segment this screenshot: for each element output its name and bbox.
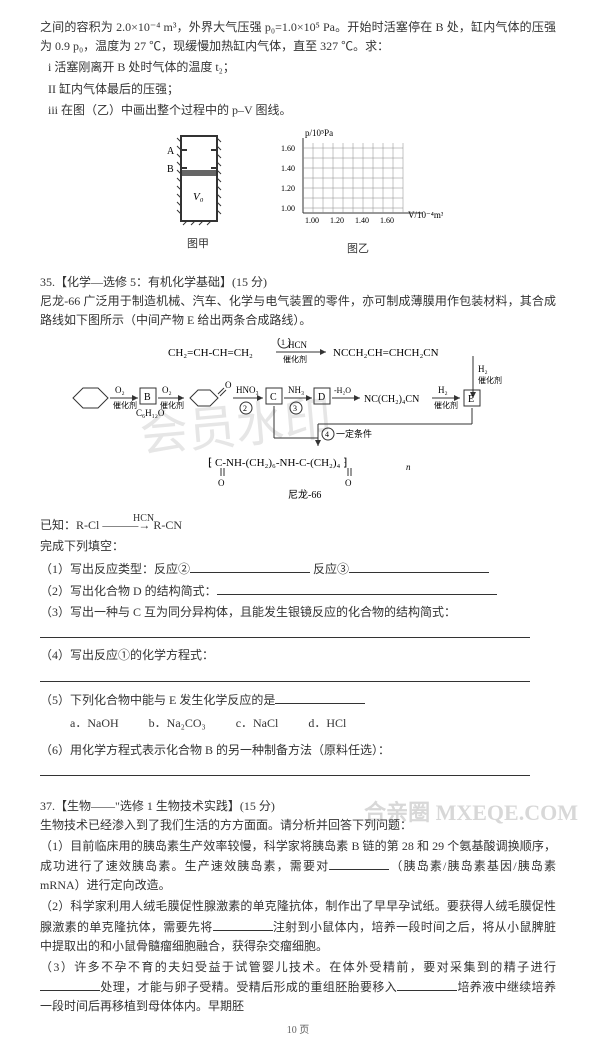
svg-text:A: A — [167, 146, 175, 157]
q34-sub1: i 活塞刚离开 B 处时气体的温度 t₂； — [40, 58, 556, 77]
svg-text:催化剂: 催化剂 — [160, 400, 184, 410]
q37-p1: （1）目前临床用的胰岛素生产效率较慢，科学家将胰岛素 B 链的第 28 和 29… — [40, 837, 556, 896]
opt-c: c．NaCl — [236, 714, 279, 733]
svg-text:1.60: 1.60 — [380, 216, 394, 225]
svg-text:3: 3 — [293, 404, 297, 413]
q37-p3: （3）许多不孕不育的夫妇受益于试管婴儿技术。在体外受精前，要对采集到的精子进行处… — [40, 958, 556, 1017]
svg-text:NC(CH₂)₄CN: NC(CH₂)₄CN — [364, 394, 419, 405]
svg-text:NCCH₂CH=CHCH₂CN: NCCH₂CH=CHCH₂CN — [333, 347, 439, 359]
svg-text:O₂: O₂ — [115, 385, 125, 395]
blank-37-3b[interactable] — [397, 977, 457, 991]
piston-diagram: A B V₀ — [153, 128, 243, 228]
svg-text:4: 4 — [325, 430, 329, 439]
q35-q6: （6）用化学方程式表示化合物 B 的另一种制备方法（原料任选）： — [40, 741, 556, 760]
svg-text:C: C — [270, 392, 277, 403]
svg-text:1.40: 1.40 — [355, 216, 369, 225]
svg-text:催化剂: 催化剂 — [113, 400, 137, 410]
svg-text:1.00: 1.00 — [281, 204, 295, 213]
q37-title: 37.【生物——"选修 1 生物技术实践】(15 分) — [40, 797, 556, 816]
q35-q5: （5）下列化合物中能与 E 发生化学反应的是 — [40, 690, 556, 710]
svg-text:催化剂: 催化剂 — [478, 375, 502, 385]
svg-text:E: E — [468, 394, 474, 405]
svg-text:O₂: O₂ — [162, 385, 172, 395]
svg-text:1: 1 — [281, 338, 285, 347]
svg-text:尼龙-66: 尼龙-66 — [288, 488, 321, 501]
blank-37-1[interactable] — [329, 856, 389, 870]
svg-text:NH₃: NH₃ — [288, 385, 304, 395]
q37-intro: 生物技术已经渗入到了我们生活的方方面面。请分析并回答下列问题： — [40, 816, 556, 835]
q35-intro: 尼龙-66 广泛用于制造机械、汽车、化学与电气装置的零件，亦可制成薄膜用作包装材… — [40, 292, 556, 330]
blank-35-1a[interactable] — [190, 559, 310, 573]
svg-text:p/10⁵Pa: p/10⁵Pa — [305, 128, 333, 138]
svg-text:H₂: H₂ — [438, 385, 448, 395]
q35-options: a．NaOH b．Na₂CO₃ c．NaCl d．HCl — [40, 714, 556, 733]
blank-35-6[interactable] — [40, 762, 530, 776]
svg-text:催化剂: 催化剂 — [283, 354, 307, 364]
blank-35-2[interactable] — [217, 581, 497, 595]
opt-b: b．Na₂CO₃ — [149, 714, 206, 733]
svg-text:D: D — [318, 392, 325, 403]
svg-text:B: B — [167, 164, 174, 175]
page-number: 10 页 — [40, 1023, 556, 1039]
svg-text:H₂: H₂ — [478, 364, 488, 374]
svg-text:B: B — [144, 392, 151, 403]
svg-text:1.60: 1.60 — [281, 144, 295, 153]
svg-text:催化剂: 催化剂 — [434, 400, 458, 410]
fig-right-caption: 图乙 — [273, 241, 443, 259]
blank-35-5[interactable] — [275, 690, 365, 704]
pv-grid: p/10⁵Pa V/10⁻⁴m³ 1.60 1.40 1.20 1.00 1.0… — [273, 128, 443, 233]
svg-text:O: O — [345, 478, 352, 488]
blank-37-3a[interactable] — [40, 977, 100, 991]
svg-text:一定条件: 一定条件 — [336, 428, 372, 439]
svg-text:⁅ C-NH-(CH₂)₆-NH-C-(CH₂)₄ ⁆: ⁅ C-NH-(CH₂)₆-NH-C-(CH₂)₄ ⁆ — [208, 457, 347, 469]
svg-text:V₀: V₀ — [193, 191, 204, 203]
q34-figures: A B V₀ 图甲 p/10⁵Pa V/10⁻⁴m³ 1.60 — [40, 128, 556, 259]
opt-d: d．HCl — [308, 714, 346, 733]
q35-q4: （4）写出反应①的化学方程式： — [40, 646, 556, 665]
q35-q3: （3）写出一种与 C 互为同分异构体，且能发生银镜反应的化合物的结构简式： — [40, 603, 556, 622]
q35-known: 已知：R-Cl ———→ R-CN HCN — [40, 516, 556, 535]
svg-text:V/10⁻⁴m³: V/10⁻⁴m³ — [408, 210, 443, 220]
svg-text:O: O — [218, 478, 225, 488]
svg-text:1.40: 1.40 — [281, 164, 295, 173]
svg-text:-H₂O: -H₂O — [334, 386, 351, 395]
q35-title: 35.【化学—选修 5：有机化学基础】(15 分) — [40, 273, 556, 292]
blank-35-1b[interactable] — [349, 559, 489, 573]
fig-right: p/10⁵Pa V/10⁻⁴m³ 1.60 1.40 1.20 1.00 1.0… — [273, 128, 443, 259]
svg-text:1.20: 1.20 — [281, 184, 295, 193]
blank-37-2[interactable] — [213, 917, 273, 931]
svg-text:2: 2 — [243, 404, 247, 413]
svg-text:O: O — [225, 380, 232, 390]
q35-q1: （1）写出反应类型：反应② 反应③ — [40, 559, 556, 579]
q37-p2: （2）科学家利用人绒毛膜促性腺激素的单克隆抗体，制作出了早早孕试纸。要获得人绒毛… — [40, 897, 556, 956]
svg-text:CH₂=CH-CH=CH₂: CH₂=CH-CH=CH₂ — [168, 347, 253, 359]
blank-35-3[interactable] — [40, 624, 530, 638]
page-content: 之间的容积为 2.0×10⁻⁴ m³，外界大气压强 p₀=1.0×10⁵ Pa。… — [40, 18, 556, 1039]
q34-sub3: iii 在图（乙）中画出整个过程中的 p–V 图线。 — [40, 101, 556, 120]
svg-text:1.00: 1.00 — [305, 216, 319, 225]
opt-a: a．NaOH — [70, 714, 119, 733]
blank-35-4[interactable] — [40, 668, 530, 682]
q34-intro: 之间的容积为 2.0×10⁻⁴ m³，外界大气压强 p₀=1.0×10⁵ Pa。… — [40, 18, 556, 56]
fig-left-caption: 图甲 — [153, 236, 243, 254]
svg-text:1.20: 1.20 — [330, 216, 344, 225]
svg-text:HCN: HCN — [288, 340, 308, 350]
svg-text:HNO₃: HNO₃ — [236, 385, 259, 395]
svg-text:n: n — [406, 462, 411, 472]
q35-synthesis-diagram: CH₂=CH-CH=CH₂ HCN 催化剂 1 NCCH₂CH=CHCH₂CN … — [58, 338, 538, 508]
q35-complete: 完成下列填空： — [40, 537, 556, 556]
q34-sub2: II 缸内气体最后的压强； — [40, 80, 556, 99]
q35-q2: （2）写出化合物 D 的结构简式： — [40, 581, 556, 601]
fig-left: A B V₀ 图甲 — [153, 128, 243, 254]
